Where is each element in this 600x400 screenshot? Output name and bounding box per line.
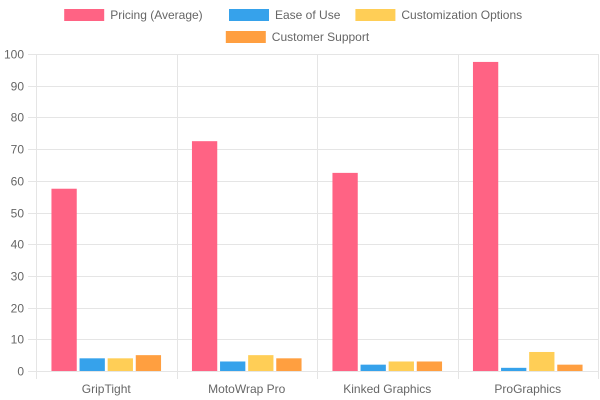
- bar[interactable]: [135, 355, 162, 371]
- bar[interactable]: [388, 361, 414, 371]
- legend-label: Pricing (Average): [110, 8, 202, 22]
- y-tick-label: 20: [11, 302, 25, 316]
- x-tick-label: Kinked Graphics: [343, 382, 431, 396]
- x-tick-label: MotoWrap Pro: [208, 382, 285, 396]
- y-tick-label: 60: [11, 175, 25, 189]
- legend-swatch: [64, 9, 105, 21]
- legend: Pricing (Average) Ease of Use Customizatio…: [64, 8, 522, 44]
- bar[interactable]: [529, 351, 555, 371]
- bar[interactable]: [276, 358, 302, 371]
- bar[interactable]: [501, 367, 527, 371]
- bar[interactable]: [360, 364, 386, 371]
- bars: [51, 61, 583, 372]
- y-tick-label: 10: [11, 333, 25, 347]
- legend-label: Ease of Use: [275, 8, 341, 22]
- y-tick-label: 80: [11, 111, 25, 125]
- legend-swatch: [355, 9, 396, 21]
- y-tick-label: 0: [17, 365, 24, 379]
- y-tick-label: 50: [11, 207, 25, 221]
- x-tick-label: GripTight: [82, 382, 132, 396]
- legend-label: Customer Support: [272, 30, 370, 44]
- x-axis: GripTight MotoWrap Pro Kinked Graphics ProG…: [82, 382, 561, 396]
- legend-swatch: [225, 31, 266, 43]
- legend-label: Customization Options: [401, 8, 522, 22]
- bar[interactable]: [191, 141, 218, 371]
- bar[interactable]: [51, 188, 77, 371]
- bar[interactable]: [248, 355, 274, 371]
- y-tick-label: 70: [11, 143, 25, 157]
- y-tick-label: 40: [11, 238, 25, 252]
- legend-item-pricing-average[interactable]: Pricing (Average): [64, 8, 203, 22]
- x-tick-label: ProGraphics: [494, 382, 561, 396]
- gridlines: [28, 54, 599, 379]
- legend-item-ease-of-use[interactable]: Ease of Use: [229, 8, 341, 22]
- bar[interactable]: [557, 364, 583, 371]
- bar[interactable]: [107, 358, 133, 371]
- y-tick-label: 100: [4, 48, 24, 62]
- bar[interactable]: [332, 172, 358, 371]
- bar[interactable]: [416, 361, 443, 371]
- legend-item-customer-support[interactable]: Customer Support: [225, 30, 370, 44]
- legend-swatch: [229, 9, 269, 21]
- bar[interactable]: [79, 358, 105, 371]
- legend-item-customization-options[interactable]: Customization Options: [355, 8, 522, 22]
- bar[interactable]: [472, 61, 499, 372]
- bar[interactable]: [220, 361, 246, 371]
- y-tick-label: 90: [11, 80, 25, 94]
- y-axis: 0 10 20 30 40 50 60 70 80 90 100: [4, 48, 24, 379]
- y-tick-label: 30: [11, 270, 25, 284]
